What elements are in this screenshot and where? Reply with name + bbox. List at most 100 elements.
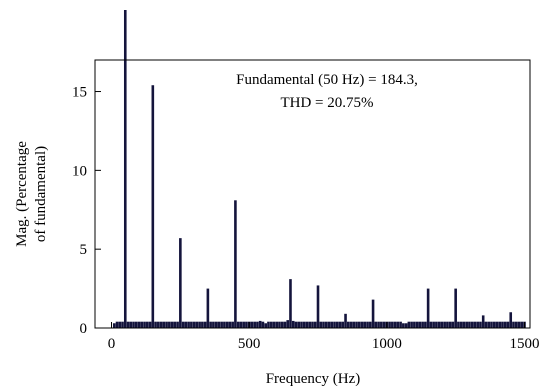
spectrum-bar [217, 321, 221, 328]
spectrum-bar [187, 321, 190, 328]
spectrum-bar [261, 321, 265, 328]
spectrum-bar [503, 321, 507, 328]
spectrum-bar [291, 320, 295, 328]
y-tick-label: 10 [72, 163, 87, 179]
harmonic-peak-bar [371, 299, 375, 328]
spectrum-bar [324, 321, 328, 328]
spectrum-bar [115, 321, 119, 328]
spectrum-bar [146, 321, 149, 328]
spectrum-bar [413, 321, 416, 328]
spectrum-bar [382, 321, 386, 328]
spectrum-bar [355, 321, 358, 328]
spectrum-bar [358, 321, 361, 328]
spectrum-bar [459, 321, 463, 328]
spectrum-bar [267, 321, 270, 328]
spectrum-bar [366, 321, 369, 328]
plot-frame [94, 59, 531, 329]
spectrum-bar [112, 323, 116, 328]
spectrum-bar [157, 321, 160, 328]
spectrum-bar [297, 321, 301, 328]
spectrum-bar [484, 321, 488, 328]
spectrum-bar [264, 323, 267, 328]
spectrum-bar [410, 321, 413, 328]
spectrum-bar [302, 321, 306, 328]
spectrum-bar [220, 321, 223, 328]
harmonic-peak-bar [426, 288, 430, 328]
spectrum-bar [470, 321, 474, 328]
spectrum-bar [322, 321, 325, 328]
spectrum-bar [223, 321, 226, 328]
spectrum-bar [517, 321, 521, 328]
spectrum-bar [126, 321, 130, 328]
spectrum-bar [140, 321, 144, 328]
spectrum-bar [159, 321, 163, 328]
spectrum-bar [209, 321, 212, 328]
spectrum-bar [514, 321, 518, 328]
spectrum-bar [148, 321, 152, 328]
harmonic-peak-bar [509, 312, 513, 328]
spectrum-bar [443, 321, 446, 328]
spectrum-bar [283, 321, 287, 328]
spectrum-bar [129, 321, 133, 328]
spectrum-bar [278, 321, 281, 328]
spectrum-bar [495, 321, 499, 328]
spectrum-bar [330, 321, 334, 328]
spectrum-bar [492, 321, 496, 328]
spectrum-bar [473, 321, 477, 328]
harmonic-peak-bar [234, 200, 237, 328]
harmonic-peak-bar [206, 288, 210, 328]
spectrum-bar [512, 321, 515, 328]
spectrum-bar [181, 321, 185, 328]
spectrum-bar [341, 321, 345, 328]
spectrum-bar [253, 321, 256, 328]
harmonic-peak-bar [481, 315, 485, 328]
spectrum-bar [272, 321, 276, 328]
spectrum-bar [319, 321, 323, 328]
spectrum-bar [374, 321, 378, 328]
spectrum-bar [435, 321, 438, 328]
spectrum-bar [490, 321, 493, 328]
spectrum-bar [184, 321, 188, 328]
spectrum-bar [391, 321, 394, 328]
spectrum-bar [308, 321, 312, 328]
spectrum-bar [154, 321, 157, 328]
spectrum-bar [165, 321, 168, 328]
spectrum-bar [440, 321, 444, 328]
spectrum-bar [468, 321, 471, 328]
spectrum-bar [476, 321, 479, 328]
spectrum-bar [300, 321, 303, 328]
spectrum-bar [258, 320, 262, 328]
y-tick-label: 15 [72, 85, 87, 101]
spectrum-bar [294, 321, 298, 328]
spectrum-bar [203, 321, 207, 328]
spectrum-bar [498, 321, 502, 328]
spectrum-bar [448, 321, 452, 328]
spectrum-bar [333, 321, 336, 328]
spectrum-bar [451, 321, 455, 328]
spectrum-bar [399, 321, 402, 328]
spectrum-bar [176, 321, 179, 328]
spectrum-bar [250, 321, 254, 328]
spectrum-bar [418, 321, 422, 328]
spectrum-bar [487, 321, 490, 328]
spectrum-bar [231, 321, 234, 328]
spectrum-bar [143, 321, 146, 328]
spectrum-bar [195, 321, 199, 328]
spectrum-bar [239, 321, 243, 328]
spectrum-bar [465, 321, 468, 328]
spectrum-bar [429, 321, 433, 328]
spectrum-bar [380, 321, 383, 328]
spectrum-bar [349, 321, 353, 328]
spectrum-bar [269, 321, 273, 328]
spectrum-bar [327, 321, 331, 328]
spectrum-bar [352, 321, 356, 328]
spectrum-bar [335, 321, 339, 328]
spectrum-bar [121, 321, 124, 328]
spectrum-bar [338, 321, 342, 328]
harmonic-peak-bar [289, 279, 292, 328]
spectrum-bar [135, 321, 138, 328]
spectrum-bar [346, 321, 350, 328]
spectrum-bar [198, 321, 201, 328]
x-tick-label: 0 [108, 336, 116, 352]
